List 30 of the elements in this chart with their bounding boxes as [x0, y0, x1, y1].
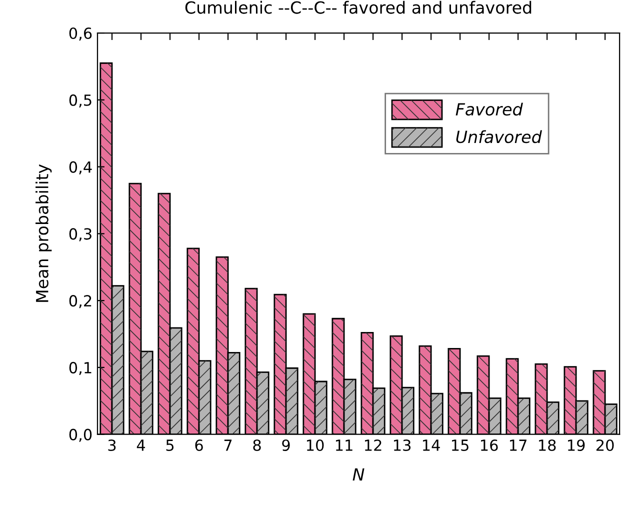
y-tick-label: 0,3	[69, 228, 92, 242]
y-tick-label: 0,5	[69, 94, 92, 108]
x-tick-label: 13	[394, 439, 411, 452]
x-tick-label: 17	[510, 440, 526, 451]
x-tick-label: 14	[422, 440, 440, 451]
x-tick-label: 11	[336, 440, 352, 451]
y-tick-label: 0,4	[69, 161, 92, 174]
x-tick-label: 6	[195, 439, 203, 452]
x-tick-label: 9	[282, 439, 290, 452]
x-tick-label: 20	[596, 439, 614, 452]
x-axis-title: N	[352, 468, 364, 481]
x-tick-label: 8	[253, 439, 261, 452]
x-tick-label: 4	[136, 440, 146, 451]
x-tick-label: 10	[306, 439, 324, 452]
x-tick-label: 18	[539, 439, 556, 452]
y-tick-label: 0,6	[69, 27, 92, 41]
y-tick-label: 0,0	[69, 428, 92, 442]
chart-title: Cumulenic --C--C-- favored and unfavored	[185, 0, 532, 14]
x-tick-label: 12	[364, 439, 382, 451]
x-tick-label: 5	[166, 440, 174, 452]
y-axis-title: Mean probability	[36, 164, 52, 302]
x-tick-label: 19	[568, 439, 585, 452]
y-tick-label: 0,1	[69, 362, 92, 376]
y-tick-label: 0,2	[69, 295, 92, 308]
legend-label: Unfavored	[456, 130, 542, 144]
x-tick-label: 7	[224, 440, 232, 451]
x-tick-label: 16	[481, 439, 498, 452]
legend-label: Favored	[456, 102, 523, 116]
x-tick-label: 15	[452, 440, 468, 452]
x-tick-label: 3	[108, 439, 116, 452]
